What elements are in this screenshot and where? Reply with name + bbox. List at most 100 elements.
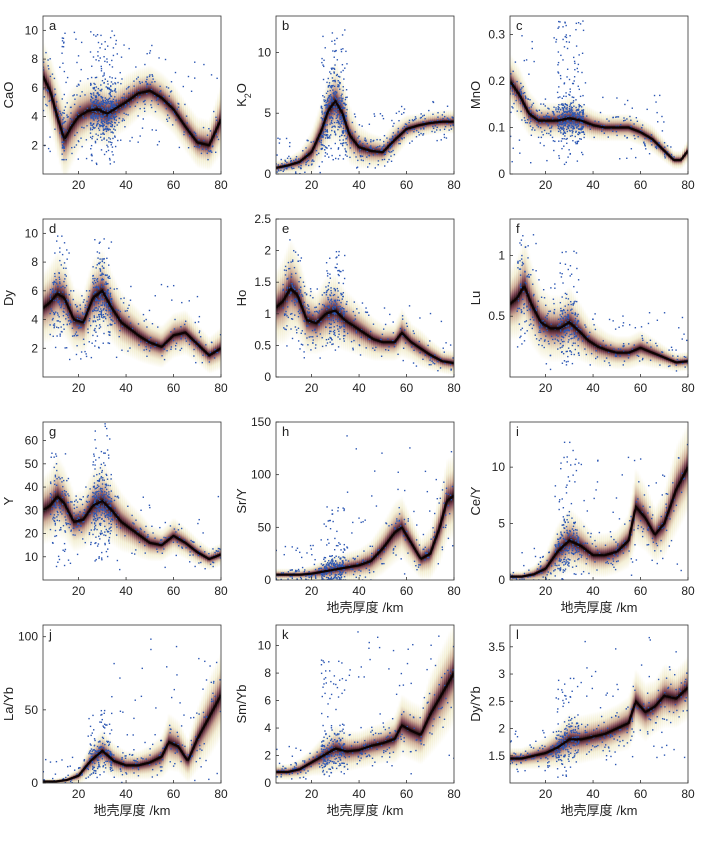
y-tick-label: 0.5 <box>488 309 505 323</box>
data-point <box>68 358 71 361</box>
data-point <box>544 105 546 107</box>
data-point <box>199 348 202 350</box>
data-point <box>393 527 396 529</box>
data-point <box>169 525 172 527</box>
data-point <box>95 115 98 117</box>
data-point <box>124 103 127 106</box>
data-point <box>104 515 106 517</box>
data-point <box>566 76 568 78</box>
data-point <box>570 327 572 330</box>
y-tick-label: 150 <box>251 415 271 429</box>
data-point <box>445 514 447 516</box>
data-point <box>626 99 629 102</box>
data-point <box>48 68 50 70</box>
data-point <box>278 142 281 144</box>
data-point <box>545 327 548 329</box>
data-point <box>419 564 421 566</box>
data-point <box>330 116 332 118</box>
data-point <box>569 122 572 124</box>
data-point <box>133 85 135 87</box>
data-point <box>97 117 99 119</box>
data-point <box>65 318 67 320</box>
data-point <box>524 95 527 97</box>
data-point <box>103 74 105 76</box>
data-point <box>444 526 447 529</box>
data-point <box>326 136 329 138</box>
data-point <box>612 320 614 322</box>
data-point <box>326 308 328 311</box>
data-point <box>567 317 570 320</box>
data-point <box>181 301 183 304</box>
y-tick-label: 4 <box>31 313 38 327</box>
data-point <box>570 108 572 110</box>
data-point <box>523 303 525 306</box>
data-point <box>90 117 92 119</box>
data-point <box>83 299 85 301</box>
data-point <box>101 103 104 106</box>
data-point <box>68 294 70 296</box>
data-point <box>65 491 67 493</box>
data-point <box>338 311 341 313</box>
data-point <box>110 473 112 476</box>
data-point <box>109 138 112 140</box>
data-point <box>73 335 76 337</box>
data-point <box>114 112 117 115</box>
data-point <box>603 360 606 362</box>
data-point <box>49 136 51 138</box>
data-point <box>593 136 595 139</box>
data-point <box>686 339 688 342</box>
data-point <box>94 238 96 241</box>
data-point <box>291 318 294 320</box>
data-point <box>93 523 96 525</box>
data-point <box>60 306 62 309</box>
data-point <box>540 136 543 139</box>
data-point <box>111 324 113 326</box>
data-point <box>94 114 97 116</box>
data-point <box>350 340 353 343</box>
data-point <box>110 117 112 119</box>
data-point <box>414 116 417 118</box>
data-point <box>147 534 149 536</box>
data-point <box>155 342 158 344</box>
data-point <box>683 356 686 358</box>
data-point <box>359 574 361 577</box>
data-point <box>565 41 568 43</box>
data-point <box>561 310 563 312</box>
data-point <box>561 321 563 323</box>
data-point <box>151 81 153 83</box>
data-point <box>161 542 163 544</box>
data-point <box>291 286 294 288</box>
data-point <box>519 284 522 286</box>
data-point <box>570 102 573 104</box>
data-point <box>109 500 111 503</box>
data-point <box>147 535 149 538</box>
data-point <box>577 536 579 538</box>
data-point <box>339 327 341 329</box>
data-point <box>295 549 297 552</box>
data-point <box>102 108 105 110</box>
data-point <box>548 108 550 110</box>
data-point <box>51 310 53 312</box>
data-point <box>106 80 109 82</box>
data-point <box>345 50 347 53</box>
data-point <box>567 319 569 322</box>
data-point <box>575 126 578 128</box>
data-point <box>576 67 578 70</box>
data-point <box>103 133 105 135</box>
data-point <box>343 326 346 328</box>
data-point <box>98 480 100 482</box>
data-point <box>166 350 168 352</box>
data-point <box>288 287 291 289</box>
data-point <box>105 528 107 531</box>
data-point <box>59 132 61 134</box>
data-point <box>563 131 566 133</box>
data-point <box>56 109 59 111</box>
data-point <box>91 65 93 67</box>
data-point <box>341 93 343 95</box>
data-point <box>336 263 338 265</box>
data-point <box>95 125 98 127</box>
data-point <box>366 142 368 145</box>
data-point <box>62 118 64 121</box>
data-point <box>68 495 70 497</box>
data-point <box>328 111 331 114</box>
